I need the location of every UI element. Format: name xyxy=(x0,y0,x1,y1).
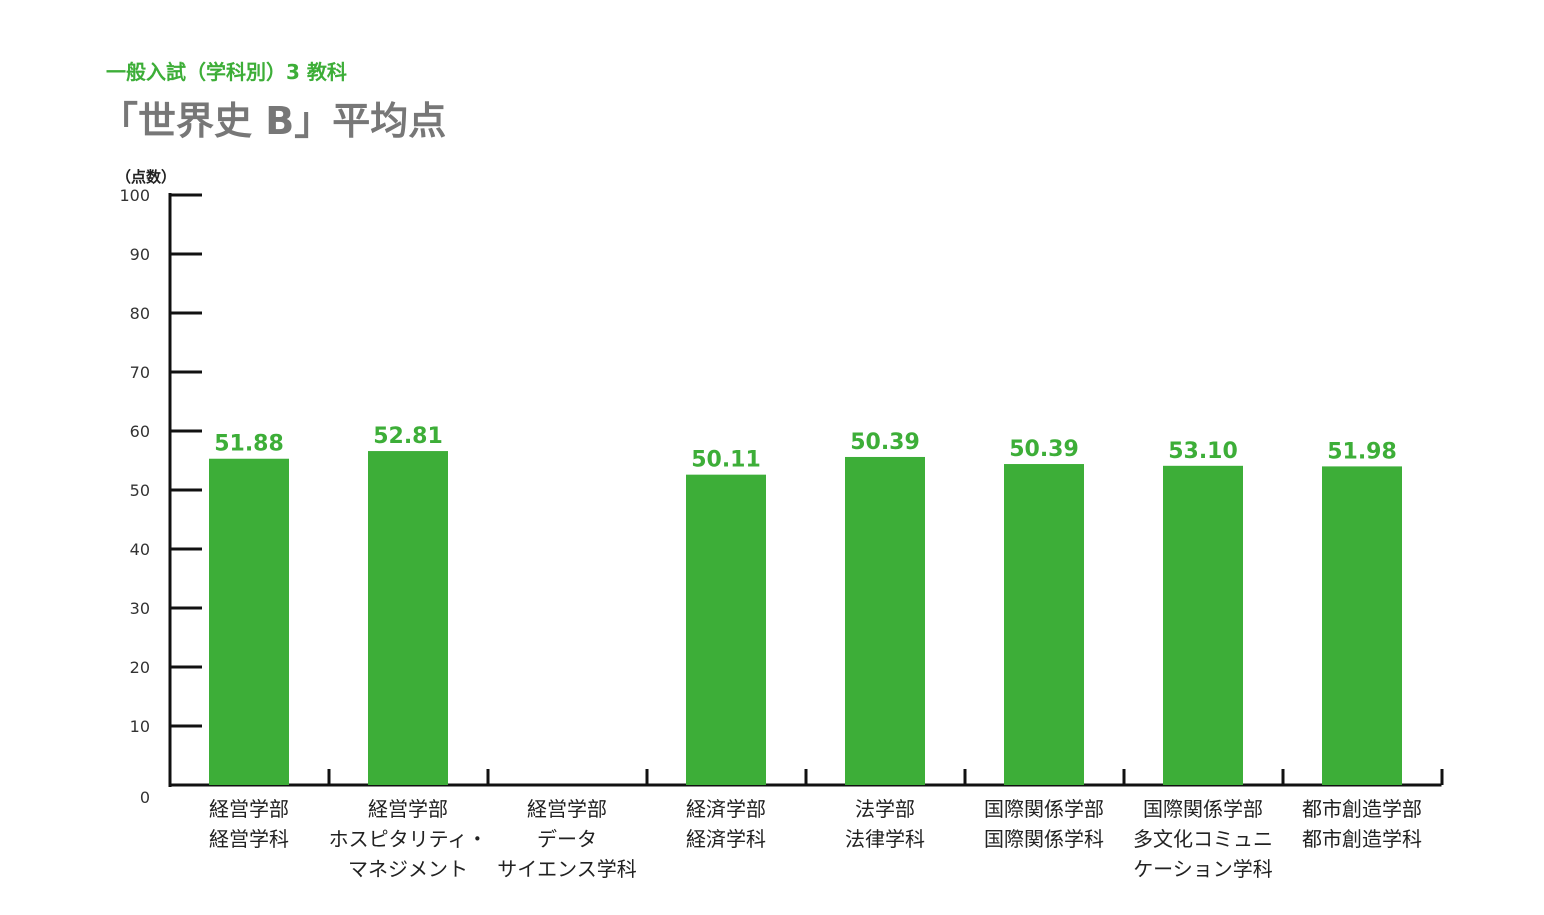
y-tick-label: 50 xyxy=(130,481,150,500)
chart-subtitle: 一般入試（学科別）3 教科 xyxy=(106,60,347,84)
data-label: 50.39 xyxy=(850,430,920,455)
category-label-line: ホスピタリティ・ xyxy=(329,827,488,851)
bar xyxy=(368,451,448,785)
category-label-line: 都市創造学部 xyxy=(1302,797,1422,821)
data-label: 50.39 xyxy=(1009,437,1079,462)
chart-labels: 51.88経営学部経営学科52.81経営学部ホスピタリティ・マネジメント経営学部… xyxy=(209,424,1422,881)
category-label-line: 国際関係学部 xyxy=(984,797,1104,821)
bar xyxy=(686,474,766,785)
category-label-line: 法律学科 xyxy=(845,827,925,851)
category-label-line: ケーション学科 xyxy=(1133,857,1273,881)
category-label: 国際関係学部多文化コミュニケーション学科 xyxy=(1133,797,1273,881)
category-label: 経営学部ホスピタリティ・マネジメント xyxy=(329,797,488,881)
chart-bars xyxy=(209,451,1402,785)
data-label: 50.11 xyxy=(691,448,761,473)
data-label: 51.88 xyxy=(214,432,284,457)
bar xyxy=(1004,464,1084,785)
category-label-line: サイエンス学科 xyxy=(497,857,636,881)
category-label-line: 経営学部 xyxy=(209,797,289,821)
bar xyxy=(1322,466,1402,785)
category-label-line: 多文化コミュニ xyxy=(1133,827,1273,851)
category-label-line: 経済学科 xyxy=(686,827,766,851)
category-label-line: 都市創造学科 xyxy=(1302,827,1422,851)
y-tick-label: 60 xyxy=(130,422,150,441)
category-label-line: 経済学部 xyxy=(686,797,766,821)
category-label-line: 法学部 xyxy=(855,797,915,821)
category-label-line: 国際関係学科 xyxy=(984,827,1104,851)
y-tick-label: 30 xyxy=(130,599,150,618)
y-tick-label: 100 xyxy=(119,186,150,205)
bar xyxy=(1163,465,1243,785)
category-label-line: データ xyxy=(537,827,597,851)
y-axis-title: （点数） xyxy=(116,168,176,186)
bar xyxy=(845,456,925,785)
data-label: 53.10 xyxy=(1168,439,1238,464)
category-label-line: 国際関係学部 xyxy=(1143,797,1263,821)
y-tick-label: 10 xyxy=(130,717,150,736)
category-label-line: マネジメント xyxy=(348,857,468,881)
chart-axes: （点数） 0 10 20 30 40 50 60 70 80 90 100 xyxy=(116,168,1444,807)
category-label: 経済学部経済学科 xyxy=(686,797,766,851)
y-tick-label: 0 xyxy=(140,788,150,807)
category-label: 法学部法律学科 xyxy=(845,797,925,851)
category-label-line: 経営学部 xyxy=(368,797,448,821)
data-label: 52.81 xyxy=(373,424,443,449)
category-label-line: 経営学科 xyxy=(209,827,289,851)
category-label: 都市創造学部都市創造学科 xyxy=(1302,797,1422,851)
category-label: 経営学部経営学科 xyxy=(209,797,289,851)
y-tick-label: 90 xyxy=(130,245,150,264)
category-label: 国際関係学部国際関係学科 xyxy=(984,797,1104,851)
bar xyxy=(209,458,289,785)
y-tick-label: 80 xyxy=(130,304,150,323)
y-tick-label: 20 xyxy=(130,658,150,677)
category-label: 経営学部データサイエンス学科 xyxy=(497,797,636,881)
data-label: 51.98 xyxy=(1327,439,1397,464)
chart-title: 「世界史 B」平均点 xyxy=(100,99,447,143)
y-tick-label: 40 xyxy=(130,540,150,559)
category-label-line: 経営学部 xyxy=(527,797,607,821)
y-tick-label: 70 xyxy=(130,363,150,382)
